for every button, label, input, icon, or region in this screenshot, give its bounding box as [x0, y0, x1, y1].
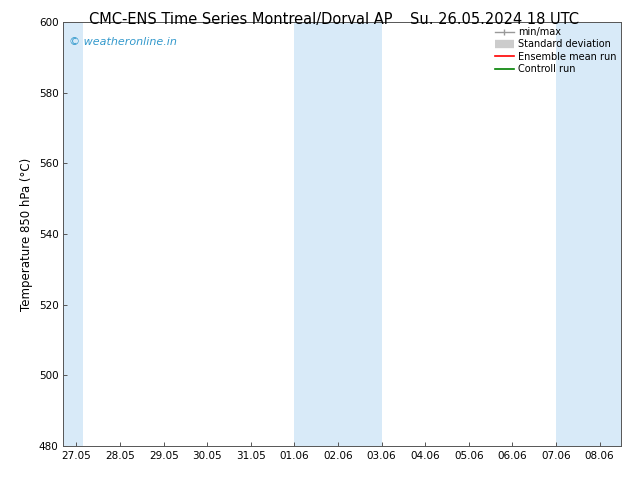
- Text: CMC-ENS Time Series Montreal/Dorval AP: CMC-ENS Time Series Montreal/Dorval AP: [89, 12, 392, 27]
- Bar: [294, 22, 382, 446]
- Y-axis label: Temperature 850 hPa (°C): Temperature 850 hPa (°C): [20, 157, 33, 311]
- Legend: min/max, Standard deviation, Ensemble mean run, Controll run: min/max, Standard deviation, Ensemble me…: [493, 25, 618, 76]
- Bar: [556, 22, 621, 446]
- Text: Su. 26.05.2024 18 UTC: Su. 26.05.2024 18 UTC: [410, 12, 579, 27]
- Bar: [63, 22, 83, 446]
- Text: © weatheronline.in: © weatheronline.in: [69, 37, 177, 47]
